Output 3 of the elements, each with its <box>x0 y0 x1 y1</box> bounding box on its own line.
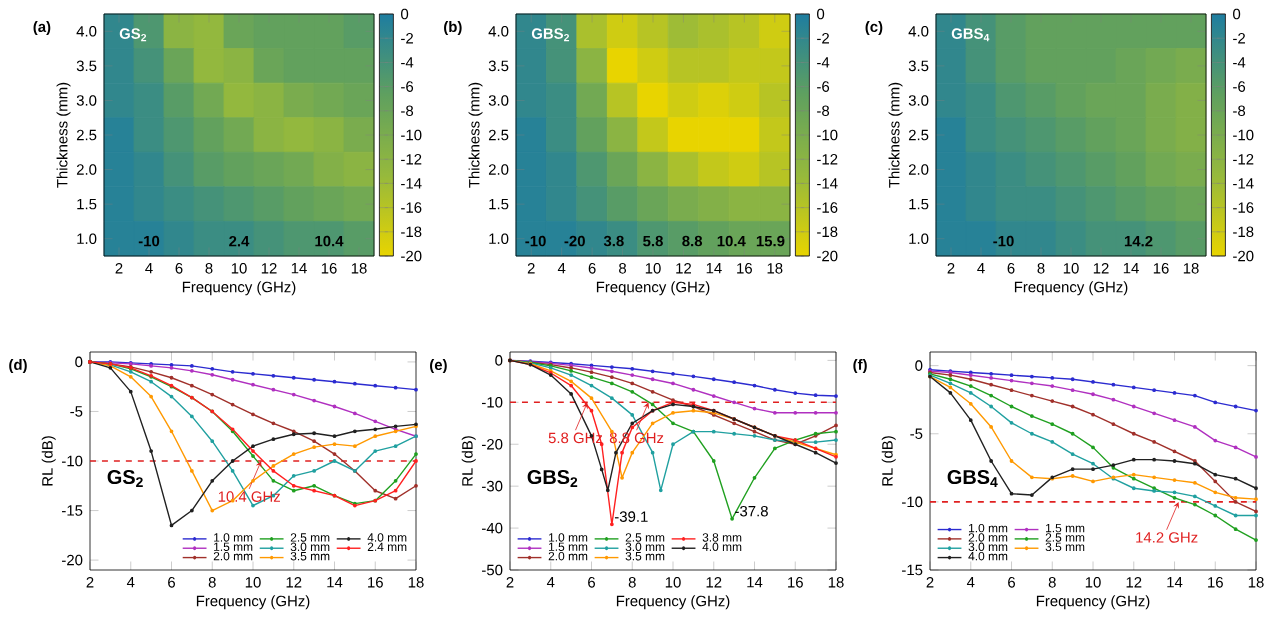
text: GS$_{2}$ <box>107 470 143 487</box>
text: GBS$_{4}$ <box>947 470 998 487</box>
text: GBS$_{2}$ <box>527 470 578 487</box>
